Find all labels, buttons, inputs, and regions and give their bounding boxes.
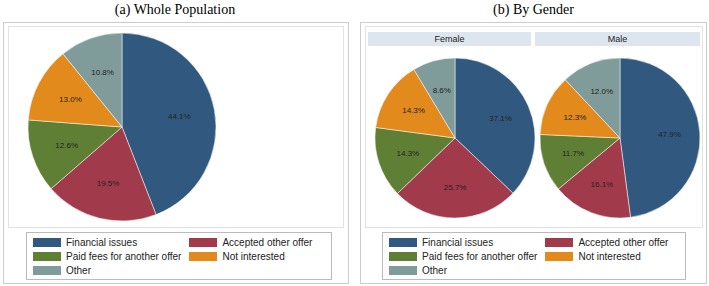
- html-text:Other: Other: [66, 265, 91, 276]
- html-text:Female: Female: [434, 34, 465, 44]
- svg-text:25.7%: 25.7%: [444, 183, 467, 192]
- svg-text:14.3%: 14.3%: [397, 149, 420, 158]
- html-text:Not interested: Not interested: [222, 251, 285, 262]
- svg-text:12.6%: 12.6%: [55, 141, 78, 150]
- svg-text:13.0%: 13.0%: [59, 95, 82, 104]
- html-text:Accepted other offer: Accepted other offer: [578, 237, 669, 248]
- svg-text:19.5%: 19.5%: [97, 179, 120, 188]
- html-text:Other: Other: [422, 265, 447, 276]
- svg-text:14.3%: 14.3%: [402, 106, 425, 115]
- html-text:Accepted other offer: Accepted other offer: [222, 237, 313, 248]
- svg-text:12.0%: 12.0%: [590, 87, 613, 96]
- html-text:Paid fees for another offer: Paid fees for another offer: [422, 251, 538, 262]
- svg-text:11.7%: 11.7%: [562, 149, 584, 158]
- html-text:Not interested: Not interested: [578, 251, 641, 262]
- svg-text:10.8%: 10.8%: [91, 68, 114, 77]
- html-text:(b) By Gender: (b) By Gender: [493, 2, 574, 17]
- svg-text:37.1%: 37.1%: [489, 114, 512, 123]
- svg-text:44.1%: 44.1%: [168, 112, 191, 121]
- html-text:Financial issues: Financial issues: [66, 237, 138, 248]
- html-text:Male: Male: [607, 34, 628, 44]
- svg-text:47.9%: 47.9%: [658, 130, 681, 139]
- html-text:(a) Whole Population: (a) Whole Population: [114, 2, 236, 17]
- html-text:Financial issues: Financial issues: [422, 237, 494, 248]
- svg-text:12.3%: 12.3%: [564, 113, 587, 122]
- svg-text:8.6%: 8.6%: [433, 86, 451, 95]
- svg-text:16.1%: 16.1%: [591, 180, 614, 189]
- html-text:Paid fees for another offer: Paid fees for another offer: [66, 251, 182, 262]
